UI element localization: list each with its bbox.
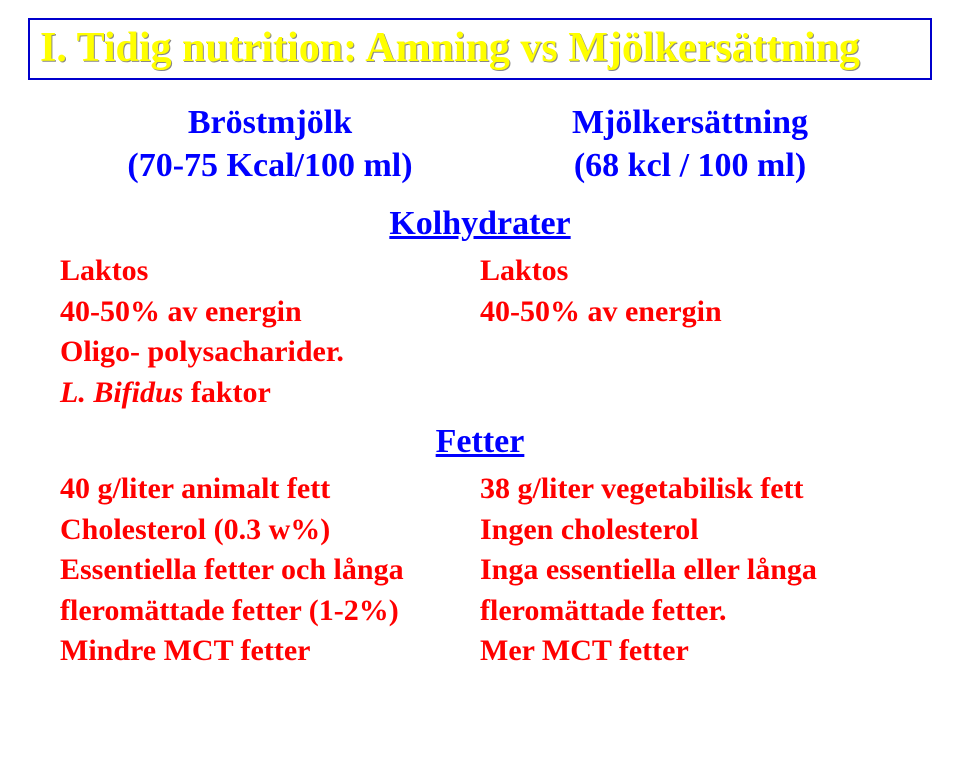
section1-heading: Kolhydrater bbox=[0, 205, 960, 243]
s1-left-l4-italic: L. Bifidus bbox=[60, 376, 183, 409]
s2-right-l4: fleromättade fetter. bbox=[480, 591, 900, 632]
s2-right-l3: Inga essentiella eller långa bbox=[480, 550, 900, 591]
s2-right-l1: 38 g/liter vegetabilisk fett bbox=[480, 469, 900, 510]
s2-right-l5: Mer MCT fetter bbox=[480, 631, 900, 672]
s1-left-l4: L. Bifidus faktor bbox=[60, 373, 480, 414]
section2-left: 40 g/liter animalt fett Cholesterol (0.3… bbox=[60, 469, 480, 672]
slide-title: I. Tidig nutrition: Amning vs Mjölkersät… bbox=[40, 25, 860, 71]
s2-left-l5: Mindre MCT fetter bbox=[60, 631, 480, 672]
section2-heading: Fetter bbox=[0, 423, 960, 461]
s1-right-l2: 40-50% av energin bbox=[480, 292, 900, 333]
section1-row: Laktos 40-50% av energin Oligo- polysach… bbox=[0, 251, 960, 413]
section1-right: Laktos 40-50% av energin bbox=[480, 251, 900, 413]
title-container: I. Tidig nutrition: Amning vs Mjölkersät… bbox=[28, 18, 932, 80]
s2-left-l4: fleromättade fetter (1-2%) bbox=[60, 591, 480, 632]
s1-left-l2: 40-50% av energin bbox=[60, 292, 480, 333]
header-right: Mjölkersättning (68 kcl / 100 ml) bbox=[480, 102, 900, 187]
s2-left-l1: 40 g/liter animalt fett bbox=[60, 469, 480, 510]
s1-left-l4-rest: faktor bbox=[183, 376, 270, 409]
right-subtitle: (68 kcl / 100 ml) bbox=[480, 145, 900, 188]
section1-left: Laktos 40-50% av energin Oligo- polysach… bbox=[60, 251, 480, 413]
section2-right: 38 g/liter vegetabilisk fett Ingen chole… bbox=[480, 469, 900, 672]
header-left: Bröstmjölk (70-75 Kcal/100 ml) bbox=[60, 102, 480, 187]
s1-left-l3: Oligo- polysacharider. bbox=[60, 332, 480, 373]
header-row: Bröstmjölk (70-75 Kcal/100 ml) Mjölkersä… bbox=[0, 102, 960, 187]
s1-left-l1: Laktos bbox=[60, 251, 480, 292]
section2-row: 40 g/liter animalt fett Cholesterol (0.3… bbox=[0, 469, 960, 672]
s2-right-l2: Ingen cholesterol bbox=[480, 510, 900, 551]
s2-left-l2: Cholesterol (0.3 w%) bbox=[60, 510, 480, 551]
s1-right-l1: Laktos bbox=[480, 251, 900, 292]
left-title: Bröstmjölk bbox=[60, 102, 480, 145]
right-title: Mjölkersättning bbox=[480, 102, 900, 145]
s2-left-l3: Essentiella fetter och långa bbox=[60, 550, 480, 591]
left-subtitle: (70-75 Kcal/100 ml) bbox=[60, 145, 480, 188]
